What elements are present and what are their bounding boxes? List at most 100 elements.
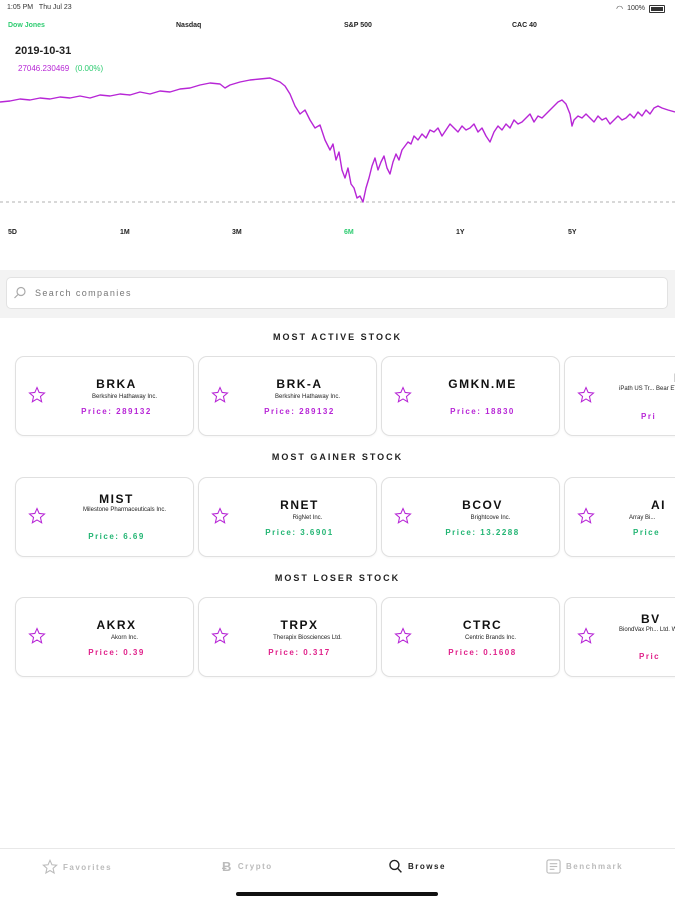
range-5d[interactable]: 5D bbox=[8, 229, 17, 236]
index-tabs: Dow Jones Nasdaq S&P 500 CAC 40 bbox=[0, 22, 675, 34]
price-chart[interactable] bbox=[0, 70, 675, 210]
stock-name: iPath US Tr... Bear ETN bbox=[619, 386, 675, 392]
star-icon[interactable] bbox=[211, 386, 229, 404]
status-right: ◠ 100% bbox=[616, 4, 665, 13]
star-icon[interactable] bbox=[28, 627, 46, 645]
stock-price: Price: 0.1608 bbox=[448, 648, 517, 657]
benchmark-icon bbox=[546, 859, 561, 874]
range-selector: 5D 1M 3M 6M 1Y 5Y bbox=[0, 229, 675, 241]
star-icon[interactable] bbox=[394, 507, 412, 525]
tab-sp500[interactable]: S&P 500 bbox=[344, 22, 372, 29]
stock-price: Price: 18830 bbox=[450, 407, 515, 416]
search-input[interactable] bbox=[33, 287, 637, 299]
stock-price: Price: 289132 bbox=[264, 407, 335, 416]
stock-price: Price bbox=[633, 528, 661, 537]
stock-card[interactable]: MIST Milestone Pharmaceuticals Inc. Pric… bbox=[15, 477, 194, 557]
stock-symbol: AKRX bbox=[96, 618, 137, 632]
stock-symbol: BCOV bbox=[462, 498, 503, 512]
price-line bbox=[0, 77, 675, 203]
search-bar[interactable] bbox=[6, 277, 668, 309]
most-active-row[interactable]: BRKA Berkshire Hathaway Inc. Price: 2891… bbox=[0, 356, 675, 438]
tab-benchmark-label: Benchmark bbox=[566, 862, 624, 871]
stock-price: Price: 6.69 bbox=[88, 532, 145, 541]
section-title-most-loser: MOST LOSER STOCK bbox=[274, 573, 401, 583]
stock-name: Berkshire Hathaway Inc. bbox=[91, 394, 158, 400]
tab-favorites-label: Favorites bbox=[63, 862, 113, 872]
range-6m[interactable]: 6M bbox=[344, 229, 354, 236]
stock-price: Price: 289132 bbox=[81, 407, 152, 416]
star-icon[interactable] bbox=[28, 386, 46, 404]
star-icon[interactable] bbox=[211, 627, 229, 645]
most-gainer-row[interactable]: MIST Milestone Pharmaceuticals Inc. Pric… bbox=[0, 477, 675, 559]
stock-symbol: TRPX bbox=[280, 618, 319, 632]
stock-card[interactable]: AKRX Akorn Inc. Price: 0.39 bbox=[15, 597, 194, 677]
stock-card[interactable]: BRKA Berkshire Hathaway Inc. Price: 2891… bbox=[15, 356, 194, 436]
wifi-icon: ◠ bbox=[616, 4, 624, 13]
section-title-most-active: MOST ACTIVE STOCK bbox=[272, 332, 402, 342]
chart-change: (0.00%) bbox=[75, 64, 104, 73]
star-icon[interactable] bbox=[28, 507, 46, 525]
stock-card[interactable]: DT iPath US Tr... Bear ETN Pri bbox=[564, 356, 675, 436]
stock-name: Array Bi... bbox=[629, 515, 656, 521]
star-icon[interactable] bbox=[394, 627, 412, 645]
stock-price: Price: 0.39 bbox=[88, 648, 145, 657]
stock-card[interactable]: RNET RigNet Inc. Price: 3.6901 bbox=[198, 477, 377, 557]
star-icon[interactable] bbox=[577, 386, 595, 404]
stock-symbol: BRKA bbox=[96, 377, 137, 391]
range-5y[interactable]: 5Y bbox=[568, 229, 577, 236]
stock-card[interactable]: CTRC Centric Brands Inc. Price: 0.1608 bbox=[381, 597, 560, 677]
stock-card[interactable]: TRPX Therapix Biosciences Ltd. Price: 0.… bbox=[198, 597, 377, 677]
stock-card[interactable]: BRK-A Berkshire Hathaway Inc. Price: 289… bbox=[198, 356, 377, 436]
stock-name: RigNet Inc. bbox=[292, 515, 323, 521]
search-icon bbox=[389, 859, 402, 873]
tab-cac40[interactable]: CAC 40 bbox=[512, 22, 537, 29]
stock-name: Milestone Pharmaceuticals Inc. bbox=[82, 507, 167, 513]
stock-symbol: DT bbox=[625, 371, 675, 385]
star-icon[interactable] bbox=[394, 386, 412, 404]
most-loser-row[interactable]: AKRX Akorn Inc. Price: 0.39 TRPX Therapi… bbox=[0, 597, 675, 679]
stock-symbol: BV bbox=[641, 612, 661, 626]
stock-card[interactable]: AI Array Bi... Price bbox=[564, 477, 675, 557]
stock-price: Pri bbox=[641, 412, 657, 421]
stock-symbol: GMKN.ME bbox=[448, 377, 517, 391]
stock-price: Price: 13.2288 bbox=[445, 528, 520, 537]
tab-favorites[interactable]: Favorites bbox=[42, 859, 112, 875]
stock-price: Pric bbox=[639, 652, 661, 661]
stock-name: Centric Brands Inc. bbox=[464, 635, 517, 641]
range-1m[interactable]: 1M bbox=[120, 229, 130, 236]
stock-symbol: CTRC bbox=[462, 618, 503, 632]
battery-percent: 100% bbox=[627, 5, 645, 12]
status-time-date: 1:05 PM Thu Jul 23 bbox=[7, 4, 72, 11]
section-title-most-gainer: MOST GAINER STOCK bbox=[271, 452, 404, 462]
status-bar: 1:05 PM Thu Jul 23 ◠ 100% bbox=[0, 0, 675, 16]
stock-name: Brightcove Inc. bbox=[470, 515, 511, 521]
stock-name: BiondVax Ph... Ltd. Warran... bbox=[619, 627, 675, 633]
star-icon bbox=[42, 859, 58, 875]
stock-symbol: AI bbox=[651, 498, 666, 512]
stock-name: Akorn Inc. bbox=[110, 635, 138, 641]
tab-browse[interactable]: Browse bbox=[388, 859, 446, 874]
star-icon[interactable] bbox=[211, 507, 229, 525]
star-icon[interactable] bbox=[577, 627, 595, 645]
stock-name: Berkshire Hathaway Inc. bbox=[274, 394, 341, 400]
stock-card[interactable]: BV BiondVax Ph... Ltd. Warran... Pric bbox=[564, 597, 675, 677]
chart-date: 2019-10-31 bbox=[15, 45, 72, 57]
search-icon bbox=[14, 286, 26, 299]
stock-price: Price: 0.317 bbox=[268, 648, 331, 657]
search-bar-container bbox=[0, 270, 675, 318]
stock-symbol: MIST bbox=[99, 492, 134, 506]
tab-dow-jones[interactable]: Dow Jones bbox=[8, 22, 45, 29]
star-icon[interactable] bbox=[577, 507, 595, 525]
stock-name: Therapix Biosciences Ltd. bbox=[273, 635, 342, 641]
home-indicator bbox=[236, 892, 438, 896]
stock-symbol: BRK-A bbox=[276, 377, 323, 391]
range-1y[interactable]: 1Y bbox=[456, 229, 465, 236]
tab-crypto-label: Crypto bbox=[237, 862, 273, 871]
stock-symbol: RNET bbox=[280, 498, 319, 512]
stock-card[interactable]: GMKN.ME Price: 18830 bbox=[381, 356, 560, 436]
tab-nasdaq[interactable]: Nasdaq bbox=[176, 22, 202, 29]
tab-crypto[interactable]: Ƀ Crypto bbox=[222, 859, 273, 874]
stock-card[interactable]: BCOV Brightcove Inc. Price: 13.2288 bbox=[381, 477, 560, 557]
range-3m[interactable]: 3M bbox=[232, 229, 242, 236]
tab-benchmark[interactable]: Benchmark bbox=[546, 859, 623, 874]
